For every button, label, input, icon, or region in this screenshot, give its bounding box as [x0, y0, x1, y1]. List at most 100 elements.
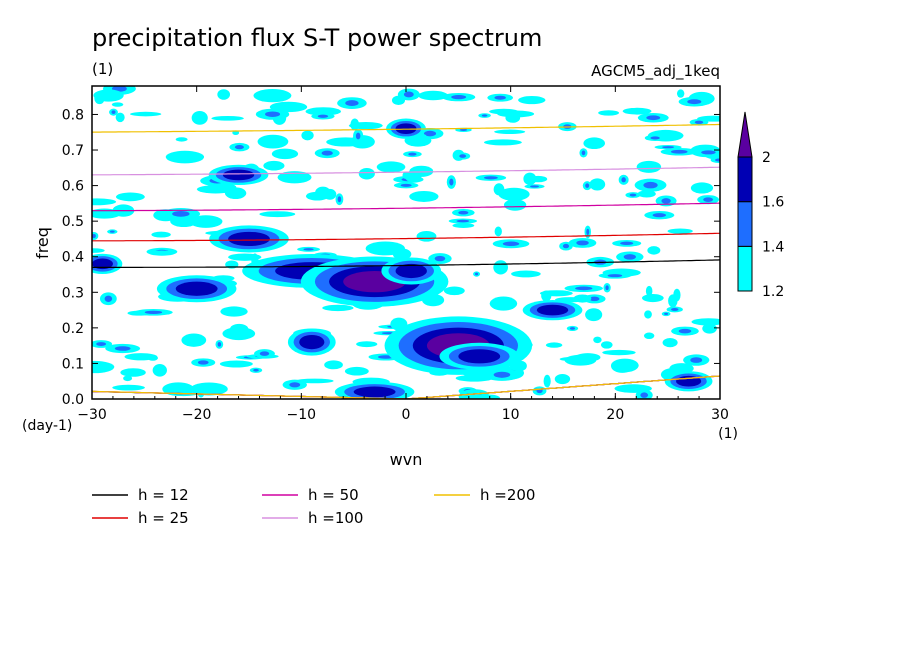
field-blob: [451, 95, 467, 100]
field-blob: [511, 270, 541, 278]
field-blob: [408, 152, 417, 156]
field-blob: [358, 167, 375, 180]
field-blob: [305, 107, 341, 116]
x-tick-label: 0: [402, 407, 411, 423]
field-blob: [585, 308, 603, 322]
dispersion-curve: [92, 166, 720, 176]
chart-subtitle-left: (1): [92, 60, 113, 78]
field-blob: [502, 241, 520, 246]
field-blob: [120, 368, 146, 377]
contour-region: [353, 386, 396, 398]
colorbar-segment: [737, 245, 753, 292]
field-blob: [602, 349, 636, 356]
legend-label: h =200: [480, 486, 535, 504]
field-blob: [115, 112, 125, 123]
field-blob: [452, 222, 475, 229]
y-tick-label: 0.1: [62, 356, 84, 372]
field-blob: [93, 89, 124, 102]
field-blob: [702, 323, 717, 334]
field-blob: [640, 392, 649, 398]
x-tick-label: −10: [287, 407, 317, 423]
field-blob: [629, 193, 637, 197]
legend-label: h = 50: [308, 486, 359, 504]
field-blob: [459, 128, 468, 131]
field-blob: [172, 210, 190, 217]
field-blob: [489, 296, 518, 311]
field-blob: [670, 149, 688, 154]
y-tick-label: 0.5: [62, 214, 84, 230]
field-blob: [403, 91, 414, 98]
field-blob: [474, 272, 479, 276]
field-blob: [301, 130, 314, 141]
field-blob: [190, 382, 228, 396]
field-blob: [593, 336, 602, 344]
field-blob: [678, 328, 692, 334]
field-blob: [641, 294, 664, 303]
y-unit-label: (day-1): [22, 418, 72, 434]
field-blob: [265, 111, 281, 117]
field-blob: [217, 89, 231, 100]
field-blob: [673, 288, 681, 302]
field-blob: [715, 158, 720, 162]
dispersion-curve: [92, 232, 720, 242]
field-blob: [607, 274, 623, 278]
field-blob: [494, 226, 502, 237]
field-blob: [523, 172, 537, 186]
contour-region: [299, 334, 325, 350]
y-tick-label: 0.7: [62, 143, 84, 159]
contour-region: [222, 169, 255, 181]
field-blob: [418, 90, 448, 101]
field-blob: [416, 230, 437, 242]
field-blob: [191, 111, 208, 125]
field-blob: [115, 192, 145, 202]
field-blob: [356, 341, 378, 348]
y-tick-label: 0.8: [62, 107, 84, 123]
field-blob: [229, 323, 249, 335]
field-blob: [165, 150, 205, 164]
field-blob: [575, 286, 593, 291]
field-blob: [376, 161, 406, 173]
field-blob: [620, 241, 634, 246]
field-blob: [581, 150, 586, 156]
field-blob: [650, 136, 660, 140]
field-blob: [92, 360, 115, 374]
field-blob: [652, 213, 667, 218]
field-blob: [423, 130, 437, 137]
field-blob: [691, 318, 720, 326]
field-blob: [295, 378, 334, 384]
y-tick-label: 0.3: [62, 285, 84, 301]
field-blob: [321, 150, 333, 156]
field-blob: [404, 170, 422, 183]
field-blob: [621, 177, 626, 183]
field-blob: [345, 100, 359, 107]
field-blob: [543, 374, 551, 388]
field-blob: [92, 248, 105, 253]
field-blob: [365, 241, 406, 256]
field-blob: [643, 332, 655, 340]
x-axis-label: wvn: [390, 450, 423, 469]
field-blob: [583, 137, 606, 150]
contour-region: [458, 349, 501, 364]
x-tick-label: 20: [606, 407, 624, 423]
field-blob: [622, 107, 652, 115]
field-blob: [323, 188, 337, 200]
field-blob: [277, 171, 312, 184]
field-blob: [96, 342, 107, 346]
contour-region: [536, 304, 569, 316]
field-blob: [111, 102, 124, 107]
field-blob: [257, 134, 289, 149]
field-blob: [337, 196, 342, 203]
field-blob: [573, 294, 592, 303]
field-blob: [493, 260, 508, 275]
field-blob: [220, 306, 248, 317]
field-blob: [605, 285, 609, 291]
colorbar-label: 2: [762, 150, 771, 166]
field-blob: [476, 394, 500, 399]
field-blob: [456, 219, 470, 223]
field-blob: [503, 199, 527, 211]
dispersion-curve: [92, 123, 720, 133]
field-blob: [162, 382, 195, 396]
field-blob: [152, 363, 167, 377]
contour-region: [395, 263, 427, 279]
